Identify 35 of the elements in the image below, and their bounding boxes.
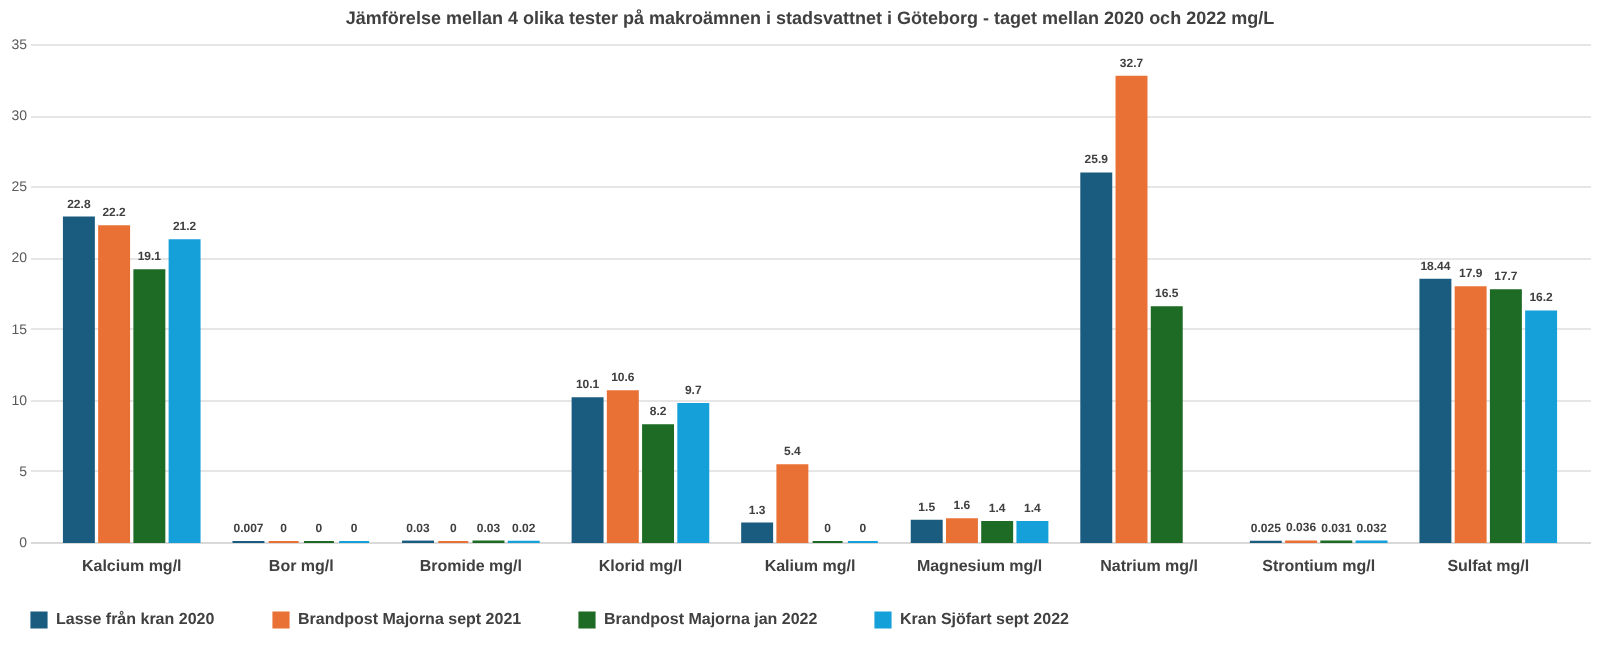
x-tick-label: Bor mg/l [268,557,334,575]
x-tick-label: Magnesium mg/l [916,557,1043,575]
bar [1080,172,1113,543]
bar [168,239,201,543]
bar [776,464,809,543]
chart-title: Jämförelse mellan 4 olika tester på makroämnen i stadsvattnet i Göteborg - taget mellan 2020 och 2022 mg/L [345,8,1276,28]
bar [910,519,943,543]
bar [606,390,639,543]
x-tick-label: Natrium mg/l [1100,557,1199,575]
bar [642,424,675,543]
bar [98,225,131,543]
x-tick-label: Kalium mg/l [764,557,856,575]
x-tick-label: Kalcium mg/l [81,557,182,575]
legend-label: Lasse från kran 2020 [56,609,216,628]
bar [1016,521,1049,543]
legend-label: Brandpost Majorna sept 2021 [298,609,523,628]
x-tick-label: Strontium mg/l [1262,557,1376,575]
x-tick-label: Klorid mg/l [598,557,683,575]
bar [133,269,166,543]
bar [1489,289,1522,543]
x-tick-label: Bromide mg/l [419,557,522,575]
legend-label: Brandpost Majorna jan 2022 [604,609,819,628]
bar [571,397,604,543]
legend-label: Kran Sjöfart sept 2022 [900,609,1071,628]
x-tick-label: Sulfat mg/l [1447,557,1530,575]
bar [1525,310,1558,543]
bar [677,402,710,543]
bar [1115,75,1148,543]
bar [62,216,95,543]
bar [1150,306,1183,543]
bar [1454,286,1487,543]
bar [741,522,774,543]
bar [981,521,1014,543]
bar [1419,278,1452,543]
bar [945,518,978,543]
